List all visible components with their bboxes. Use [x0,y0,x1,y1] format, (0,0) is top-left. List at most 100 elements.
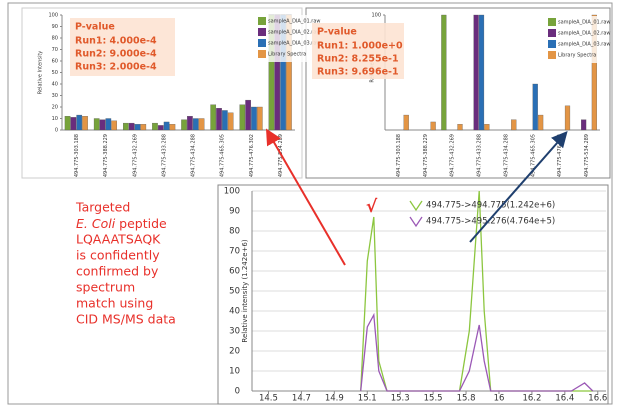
bar [532,83,538,131]
y-tick-label: 80 [52,36,58,42]
y-tick-label: 50 [229,287,240,297]
annotation-italic: E. Coli [76,216,116,231]
pvalue-title: P-value [75,22,115,33]
bar [111,120,117,131]
bar [181,119,187,131]
y-tick-label: 70 [229,247,240,257]
x-tick-label: 14.7 [292,394,311,404]
y-tick-label: 20 [229,347,240,357]
bar [564,105,571,131]
x-tick-label: 494.775-534.289 [584,134,590,177]
bar [187,116,193,131]
y-tick-label: 60 [229,267,240,277]
legend-label: 494.775->495.276(4.764e+5) [426,217,555,227]
arrow [469,130,568,243]
bar [403,114,409,131]
y-tick-label: 30 [229,327,240,337]
annotation-line: match using [76,296,153,311]
pvalue-line: Run3: 9.696e-1 [317,67,399,78]
bar [99,119,106,131]
legend-swatch [548,51,556,59]
x-tick-label: 494.775-388.229 [423,134,429,177]
pvalue-box [312,23,404,79]
x-tick-label: 494.775-432.269 [450,134,456,177]
x-tick-label: 16 [494,394,505,404]
legend-box [256,15,318,62]
bar [140,124,147,131]
bar [210,104,217,131]
bar [256,106,263,131]
bar [251,106,257,131]
annotation-line: Targeted [75,200,130,215]
bar [484,124,490,131]
legend-label: Library Spectra [558,53,596,59]
legend-label: sampleA_DIA_02.raw [558,31,611,37]
x-tick-label: 494.775-388.229 [103,134,109,177]
bar [430,121,436,131]
series-line [360,312,594,392]
y-tick-label: 10 [52,116,58,122]
y-tick-label: 10 [229,367,240,377]
bar [157,125,164,131]
pvalue-line: Run3: 2.000e-4 [75,62,157,73]
x-tick-label: 15.5 [424,394,443,404]
y-tick-label: 60 [52,59,58,65]
y-tick-label: 90 [229,207,240,217]
y-tick-label: 40 [52,82,58,88]
bar [64,116,71,131]
bar [105,118,112,131]
bar [581,119,587,131]
legend-label: sampleA_DIA_03.raw [268,41,321,47]
legend-label: sampleA_DIA_02.raw [268,30,321,36]
legend-label: sampleA_DIA_01.raw [268,19,321,25]
pvalue-title: P-value [317,27,357,38]
bar [76,114,83,131]
y-tick-label: 80 [229,227,240,237]
bar [216,108,222,131]
legend-box [546,16,608,63]
annotation: Targeted E. Coli peptide LQAAATSAQK is co… [75,200,176,327]
bar [222,110,228,131]
x-tick-label: 14.9 [325,394,344,404]
legend-swatch [258,39,266,47]
y-axis-label: Relative Intensity [38,51,44,95]
bar [239,104,246,131]
annotation-line: E. Coli peptide [76,216,167,231]
legend-swatch [548,29,556,37]
bar [227,112,234,131]
y-tick-label: 100 [224,187,240,197]
bar [70,117,77,131]
annotation-line: is confidently [76,248,160,263]
annotation-line: confirmed by [76,264,159,279]
bar [82,116,88,131]
bar [538,114,544,131]
legend-swatch [258,28,266,36]
y-tick-label: 70 [52,47,58,53]
bar [152,122,158,131]
y-tick-label: 90 [52,24,58,30]
pvalue-line: Run2: 9.000e-4 [75,49,157,60]
legend-swatch [258,17,266,25]
bar [169,124,176,131]
y-tick-label: 20 [52,105,58,111]
x-tick-label: 494.775-303.188 [74,134,80,177]
x-tick-label: 494.775-476.302 [249,134,255,177]
legend-icon [409,216,423,228]
x-tick-label: 494.775-434.288 [503,134,509,177]
arrow [265,128,346,266]
x-tick-label: 15.1 [358,394,377,404]
legend-swatch [258,50,266,58]
bar [123,122,129,131]
y-tick-label: 50 [52,70,58,76]
x-tick-label: 494.775-465.305 [530,134,536,177]
x-tick-label: 15.8 [457,394,476,404]
y-tick-label: 0 [235,387,240,397]
bar [163,121,170,131]
x-tick-label: 16.6 [588,394,607,404]
legend-label: sampleA_DIA_03.raw [558,42,611,48]
bar [473,14,479,131]
annotation-mark: √ [366,197,378,217]
x-tick-label: 494.775-433.288 [161,134,167,177]
